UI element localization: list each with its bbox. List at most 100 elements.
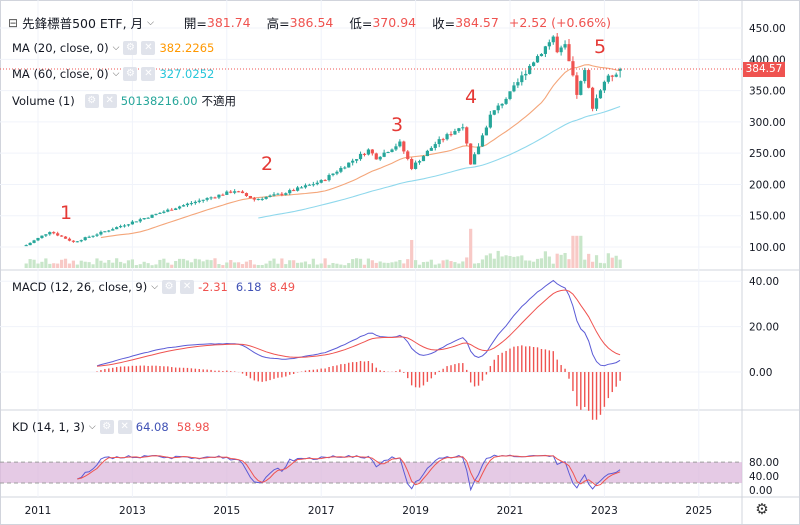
wave-annotations: 1 2 3 4 5 bbox=[60, 36, 606, 224]
close-icon[interactable]: ✕ bbox=[102, 94, 117, 108]
macd-legend[interactable]: MACD (12, 26, close, 9) ⌵ ⚙ ✕ -2.31 6.18… bbox=[12, 280, 295, 294]
volume-bar bbox=[323, 258, 327, 268]
volume-bar bbox=[406, 259, 410, 268]
volume-bar bbox=[421, 262, 426, 268]
volume-bar bbox=[213, 258, 217, 268]
y-tick-label: 350.00 bbox=[749, 86, 786, 98]
candle-body bbox=[528, 65, 532, 74]
candle-body bbox=[343, 167, 347, 169]
volume-bar bbox=[150, 265, 154, 268]
volume-bar bbox=[44, 258, 48, 268]
volume-bar bbox=[115, 258, 119, 268]
volume-bar bbox=[457, 263, 461, 268]
candle-body bbox=[512, 85, 516, 92]
volume-bar bbox=[524, 260, 528, 268]
volume-bar bbox=[461, 261, 465, 268]
volume-bar bbox=[496, 250, 500, 268]
candle-body bbox=[24, 245, 28, 247]
kd-legend[interactable]: KD (14, 1, 3) ⌵ ⚙ ✕ 64.08 58.98 bbox=[12, 420, 210, 434]
macd-tick-label: 40.00 bbox=[749, 276, 779, 288]
candle-body bbox=[233, 191, 237, 193]
volume-legend[interactable]: Volume (1) ⚙ ✕ 50138216.00 不適用 bbox=[12, 93, 236, 109]
candle-body bbox=[410, 158, 414, 169]
candle-body bbox=[28, 242, 32, 246]
volume-bar bbox=[327, 264, 331, 268]
volume-bar bbox=[71, 260, 75, 268]
close-icon[interactable]: ✕ bbox=[180, 280, 195, 294]
volume-bar bbox=[575, 235, 579, 268]
gear-icon[interactable]: ⚙ bbox=[123, 41, 138, 55]
candle-body bbox=[95, 234, 99, 236]
volume-bar bbox=[488, 253, 492, 268]
candle-body bbox=[382, 152, 386, 157]
macd-label: MACD (12, 26, close, 9) bbox=[12, 280, 148, 294]
volume-bars bbox=[24, 228, 622, 268]
candle-body bbox=[36, 237, 40, 241]
candle-body bbox=[461, 127, 465, 129]
volume-bar bbox=[366, 258, 370, 268]
volume-bar bbox=[610, 257, 614, 268]
volume-bar bbox=[244, 261, 249, 268]
candle-body bbox=[539, 53, 544, 57]
candle-body bbox=[437, 139, 441, 145]
candle-body bbox=[32, 240, 36, 243]
gear-icon[interactable]: ⚙ bbox=[162, 280, 177, 294]
kd-label: KD (14, 1, 3) bbox=[12, 420, 85, 434]
candle-body bbox=[402, 141, 406, 152]
volume-bar bbox=[99, 260, 103, 268]
candle-body bbox=[60, 235, 64, 237]
candle-body bbox=[91, 235, 95, 237]
low-value: 370.94 bbox=[372, 15, 417, 30]
chevron-down-icon[interactable]: ⌵ bbox=[112, 69, 120, 79]
volume-bar bbox=[119, 261, 123, 268]
close-icon[interactable]: ✕ bbox=[117, 420, 132, 434]
gear-icon[interactable]: ⚙ bbox=[84, 94, 99, 108]
close-icon[interactable]: ✕ bbox=[141, 41, 156, 55]
volume-bar bbox=[441, 260, 445, 268]
close-icon[interactable]: ✕ bbox=[141, 67, 156, 81]
chevron-down-icon[interactable]: ⌵ bbox=[88, 422, 96, 432]
collapse-icon[interactable]: ⊟ bbox=[8, 15, 19, 30]
volume-bar bbox=[233, 262, 237, 268]
gear-icon[interactable]: ⚙ bbox=[755, 500, 769, 518]
gear-icon[interactable]: ⚙ bbox=[123, 67, 138, 81]
volume-bar bbox=[221, 265, 225, 268]
chevron-down-icon[interactable]: ⌵ bbox=[151, 282, 159, 292]
chevron-down-icon[interactable]: ⌵ bbox=[112, 43, 120, 53]
chevron-down-icon[interactable]: ⌵ bbox=[147, 17, 154, 28]
volume-bar bbox=[60, 259, 64, 268]
volume-bar bbox=[248, 260, 252, 268]
candle-body bbox=[52, 232, 56, 234]
volume-bar bbox=[268, 260, 272, 268]
gear-icon[interactable]: ⚙ bbox=[99, 420, 114, 434]
candle-body bbox=[71, 240, 75, 242]
volume-bar bbox=[551, 263, 555, 268]
volume-bar bbox=[24, 263, 28, 268]
candle-body bbox=[508, 91, 512, 99]
candle-body bbox=[221, 194, 225, 196]
ma20-legend[interactable]: MA (20, close, 0) ⌵ ⚙ ✕ 382.2265 bbox=[12, 41, 214, 55]
candle-body bbox=[229, 191, 233, 193]
volume-bar bbox=[429, 259, 433, 268]
volume-value: 50138216.00 bbox=[120, 94, 198, 108]
volume-bar bbox=[563, 252, 567, 268]
volume-bar bbox=[75, 264, 79, 268]
open-value: 381.74 bbox=[206, 15, 251, 30]
candle-body bbox=[296, 187, 300, 191]
low-label: 低= bbox=[349, 16, 373, 31]
candle-body bbox=[311, 184, 315, 186]
volume-bar bbox=[402, 263, 406, 268]
ma60-legend[interactable]: MA (60, close, 0) ⌵ ⚙ ✕ 327.0252 bbox=[12, 67, 214, 81]
volume-bar bbox=[571, 235, 575, 268]
symbol-title[interactable]: 先鋒標普500 ETF, 月 bbox=[22, 16, 144, 31]
candle-body bbox=[551, 36, 555, 43]
candle-body bbox=[83, 237, 87, 241]
volume-bar bbox=[170, 264, 174, 268]
candle-body bbox=[256, 198, 260, 200]
candle-body bbox=[162, 211, 166, 213]
candle-body bbox=[543, 46, 547, 54]
volume-bar bbox=[520, 255, 524, 268]
candle-body bbox=[618, 68, 622, 71]
volume-label: Volume (1) bbox=[12, 94, 75, 108]
